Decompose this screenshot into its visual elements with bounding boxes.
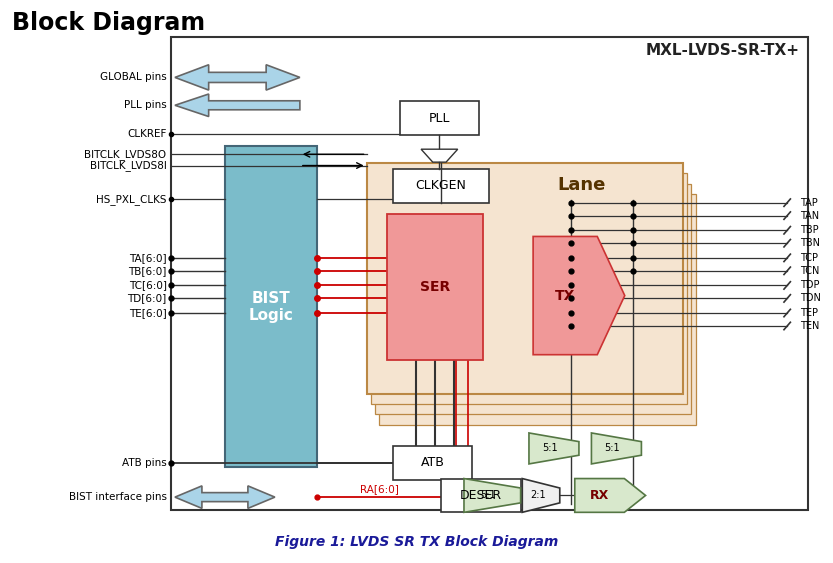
Text: DESER: DESER (460, 489, 502, 502)
Polygon shape (175, 94, 300, 117)
Bar (387, 214, 483, 360)
Text: BITCLK_LVDS8I: BITCLK_LVDS8I (90, 160, 167, 171)
Text: TD[6:0]: TD[6:0] (127, 293, 167, 303)
Text: TDP: TDP (800, 280, 819, 291)
Text: TB[6:0]: TB[6:0] (128, 266, 167, 276)
Text: TBP: TBP (800, 225, 818, 235)
Bar (171, 37, 808, 510)
Polygon shape (464, 479, 521, 512)
Text: TAP: TAP (800, 198, 817, 208)
Text: BIST interface pins: BIST interface pins (68, 492, 167, 502)
Bar (375, 184, 691, 414)
Polygon shape (421, 149, 458, 162)
Polygon shape (575, 479, 646, 512)
Text: TBN: TBN (800, 238, 820, 248)
Text: TE[6:0]: TE[6:0] (129, 308, 167, 318)
Text: CLKREF: CLKREF (127, 129, 167, 139)
Text: PLL pins: PLL pins (124, 100, 167, 110)
Bar (371, 173, 687, 404)
Text: BITCLK_LVDS8O: BITCLK_LVDS8O (84, 149, 167, 160)
Text: BIST
Logic: BIST Logic (248, 291, 293, 323)
Text: Lane: Lane (557, 176, 606, 194)
Text: GLOBAL pins: GLOBAL pins (100, 72, 167, 82)
Text: MXL-LVDS-SR-TX+: MXL-LVDS-SR-TX+ (646, 43, 800, 58)
Text: 5:1: 5:1 (480, 490, 496, 501)
Text: TC[6:0]: TC[6:0] (128, 280, 167, 291)
Text: 5:1: 5:1 (605, 444, 621, 453)
Text: SER: SER (420, 280, 451, 294)
Bar (400, 101, 479, 135)
Bar (393, 169, 489, 203)
Text: PLL: PLL (429, 111, 450, 125)
Text: Figure 1: LVDS SR TX Block Diagram: Figure 1: LVDS SR TX Block Diagram (275, 535, 558, 548)
Bar (393, 446, 472, 480)
Text: RX: RX (590, 489, 609, 502)
Text: TA[6:0]: TA[6:0] (129, 253, 167, 263)
Polygon shape (175, 486, 275, 508)
Polygon shape (522, 479, 560, 512)
Text: HS_PXL_CLKS: HS_PXL_CLKS (96, 194, 167, 205)
Bar (379, 194, 696, 425)
Polygon shape (175, 65, 300, 90)
Text: TX: TX (555, 289, 576, 302)
Polygon shape (533, 236, 625, 355)
Bar (367, 163, 683, 394)
Text: 5:1: 5:1 (542, 444, 558, 453)
Bar (225, 146, 317, 467)
Text: TAN: TAN (800, 211, 819, 221)
Polygon shape (591, 433, 641, 464)
Polygon shape (529, 433, 579, 464)
Text: ATB: ATB (421, 456, 445, 470)
Text: Block Diagram: Block Diagram (12, 11, 206, 34)
Bar (441, 479, 521, 512)
Text: ATB pins: ATB pins (122, 458, 167, 468)
Text: TCN: TCN (800, 266, 819, 276)
Text: TCP: TCP (800, 253, 818, 263)
Text: TEP: TEP (800, 308, 818, 318)
Text: 2:1: 2:1 (531, 490, 546, 501)
Text: RA[6:0]: RA[6:0] (360, 484, 398, 494)
Text: TDN: TDN (800, 293, 821, 303)
Text: TEN: TEN (800, 321, 819, 331)
Text: CLKGEN: CLKGEN (416, 179, 466, 193)
